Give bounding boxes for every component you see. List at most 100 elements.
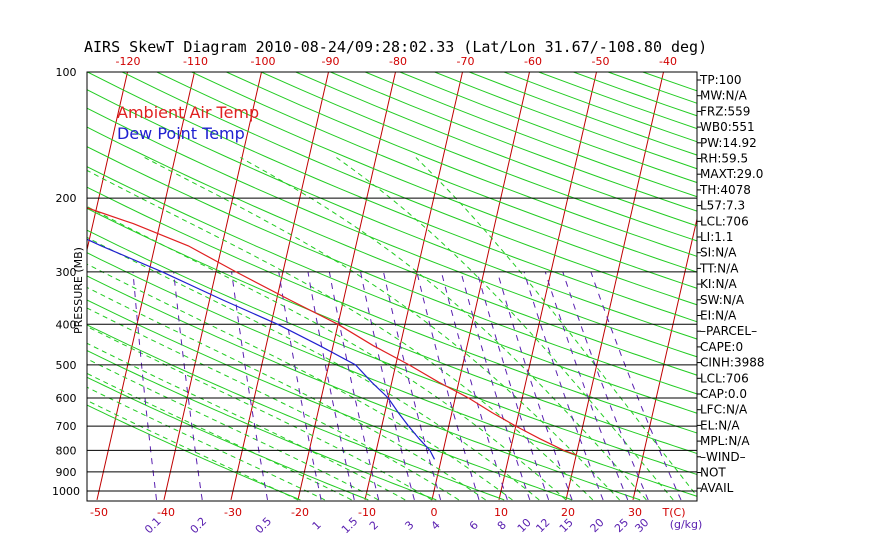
pressure-tick-label: 600	[56, 392, 77, 405]
sounding-index: CAPE:0	[700, 340, 743, 354]
dry-adiabat-line	[226, 72, 697, 257]
ambient-temp-profile	[87, 207, 577, 456]
isotherm-line	[96, 72, 195, 500]
isotherm-line	[163, 72, 262, 500]
mixing-ratio-line	[523, 271, 604, 501]
dry-adiabat-line	[399, 72, 697, 184]
sounding-index: MAXT:29.0	[700, 167, 763, 181]
top-temp-tick-label: -110	[183, 55, 208, 68]
mixing-ratio-tick-label: 1	[310, 518, 324, 532]
sounding-index: CAP:0.0	[700, 387, 747, 401]
isotherm-line	[297, 72, 396, 500]
top-temp-tick-label: -80	[389, 55, 407, 68]
sounding-index: LCL:706	[700, 214, 749, 228]
isotherm-line	[498, 72, 597, 500]
dry-adiabat-line	[503, 72, 697, 143]
top-temp-tick-label: -70	[457, 55, 475, 68]
bottom-temp-tick-label: 20	[561, 506, 575, 519]
moist-adiabat-line	[336, 157, 674, 501]
sounding-index: KI:N/A	[700, 277, 737, 291]
temp-unit-label: T(C)	[662, 506, 686, 519]
mixing-ratio-line	[132, 271, 157, 500]
bottom-temp-tick-label: -10	[358, 506, 376, 519]
mixing-ratio-line	[590, 271, 682, 501]
moist-adiabat-line	[87, 307, 460, 501]
moist-adiabat-line	[415, 157, 697, 497]
isotherm-line	[230, 72, 329, 500]
mixing-ratio-line	[416, 271, 480, 501]
sounding-index: TT:N/A	[699, 261, 739, 275]
sounding-index: TP:100	[699, 73, 742, 87]
dry-adiabat-line	[469, 72, 697, 156]
pressure-tick-label: 500	[56, 359, 77, 372]
isotherm-line	[431, 72, 530, 500]
sounding-index: LCL:706	[700, 371, 749, 385]
top-temp-tick-label: -100	[251, 55, 276, 68]
dry-adiabat-line	[87, 275, 641, 501]
dry-adiabat-line	[365, 72, 697, 198]
sounding-index: SI:N/A	[700, 246, 737, 260]
isotherm-line	[565, 72, 664, 500]
bottom-temp-tick-label: 30	[628, 506, 642, 519]
sounding-index: EL:N/A	[700, 418, 740, 432]
sounding-index: TH:4078	[699, 183, 751, 197]
bottom-temp-tick-label: -30	[224, 506, 242, 519]
mixing-ratio-unit-label: (g/kg)	[670, 518, 703, 531]
pressure-tick-label: 200	[56, 192, 77, 205]
bottom-temp-tick-label: 0	[431, 506, 438, 519]
bottom-temp-tick-label: -20	[291, 506, 309, 519]
bottom-temp-tick-label: 10	[494, 506, 508, 519]
moist-adiabat-line	[87, 236, 540, 501]
sounding-index: MW:N/A	[700, 89, 748, 103]
sounding-index: MPL:N/A	[700, 434, 750, 448]
dry-adiabat-line	[87, 72, 697, 323]
dry-adiabat-line	[87, 186, 697, 434]
mixing-ratio-line	[383, 271, 442, 501]
legend-dew-point-temp: Dew Point Temp	[117, 124, 245, 143]
bottom-temp-tick-label: -50	[90, 506, 108, 519]
isotherm-line	[0, 72, 61, 500]
dew-point-profile	[87, 238, 436, 460]
sounding-index: AVAIL	[700, 481, 734, 495]
pressure-tick-label: 800	[56, 444, 77, 457]
mixing-ratio-tick-label: 10	[515, 516, 534, 535]
top-temp-tick-label: -90	[322, 55, 340, 68]
mixing-ratio-line	[328, 271, 380, 501]
mixing-ratio-line	[307, 271, 355, 501]
isotherm-line	[767, 72, 865, 500]
pressure-tick-label: 700	[56, 420, 77, 433]
sounding-index: –WIND–	[700, 450, 746, 464]
dry-adiabat-line	[87, 350, 437, 501]
plot-frame	[86, 71, 698, 502]
mixing-ratio-tick-label: 12	[533, 516, 552, 535]
bottom-temp-tick-label: -40	[157, 506, 175, 519]
sounding-index: LFC:N/A	[700, 403, 748, 417]
legend-ambient-air-temp: Ambient Air Temp	[117, 103, 259, 122]
dry-adiabat-line	[156, 72, 697, 289]
mixing-ratio-line	[476, 271, 550, 501]
sounding-index: –PARCEL–	[700, 324, 757, 338]
sounding-index: L57:7.3	[700, 199, 745, 213]
sounding-index: PW:14.92	[700, 136, 757, 150]
dry-adiabat-line	[191, 72, 697, 273]
dry-adiabat-line	[87, 126, 697, 376]
sounding-index: WB0:551	[700, 120, 755, 134]
mixing-ratio-line	[440, 271, 508, 501]
y-axis-label: PRESSURE (MB)	[72, 247, 85, 334]
mixing-ratio-tick-label: 4	[429, 518, 443, 532]
mixing-ratio-tick-label: 8	[495, 518, 509, 532]
mixing-ratio-tick-label: 6	[467, 518, 481, 532]
dry-adiabat-line	[87, 404, 301, 501]
top-temp-tick-label: -120	[116, 55, 141, 68]
isotherm-line	[364, 72, 463, 500]
dry-adiabat-line	[87, 166, 697, 414]
mixing-ratio-tick-label: 0.2	[188, 515, 210, 537]
isotherm-line	[834, 72, 870, 500]
mixing-ratio-tick-label: 2	[367, 518, 381, 532]
pressure-tick-label: 900	[56, 466, 77, 479]
mixing-ratio-line	[544, 271, 629, 501]
top-temp-tick-label: -50	[592, 55, 610, 68]
pressure-tick-label: 400	[56, 318, 77, 331]
top-temp-tick-label: -40	[659, 55, 677, 68]
